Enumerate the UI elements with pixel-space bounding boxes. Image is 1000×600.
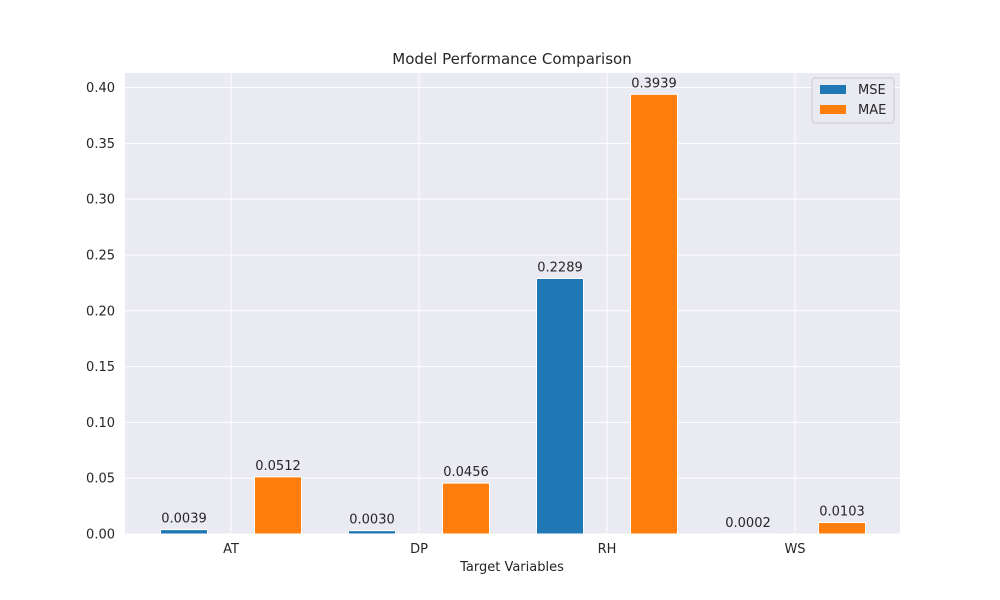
y-tick-label: 0.05 — [86, 472, 115, 487]
legend: MSE MAE — [811, 77, 895, 124]
y-tick-label: 0.00 — [86, 528, 115, 543]
grid-lines — [125, 73, 900, 535]
plot-background — [125, 73, 900, 534]
y-tick-label: 0.40 — [86, 81, 115, 96]
y-tick-label: 0.25 — [86, 248, 115, 263]
data-label-mse-rh: 0.2289 — [537, 260, 583, 275]
x-axis-ticks: AT DP RH WS — [223, 542, 805, 557]
data-label-mae-rh: 0.3939 — [631, 76, 677, 91]
data-label-mse-dp: 0.0030 — [349, 513, 395, 528]
bars — [160, 93, 866, 535]
x-axis-label: Target Variables — [459, 560, 564, 575]
y-tick-label: 0.15 — [86, 360, 115, 375]
y-tick-label: 0.30 — [86, 193, 115, 208]
data-label-mse-at: 0.0039 — [161, 512, 207, 527]
y-tick-label: 0.20 — [86, 304, 115, 319]
bar-mse-rh — [536, 277, 584, 535]
bar-mae-rh — [630, 93, 678, 535]
bar-mae-dp — [442, 482, 490, 535]
legend-label-mse: MSE — [858, 83, 886, 98]
bar-mse-dp — [348, 530, 396, 535]
data-label-mae-ws: 0.0103 — [819, 505, 865, 520]
data-label-mse-ws: 0.0002 — [725, 516, 771, 531]
x-tick-label: RH — [598, 542, 617, 557]
y-tick-label: 0.35 — [86, 137, 115, 152]
bar-mae-at — [254, 476, 302, 535]
y-tick-label: 0.10 — [86, 416, 115, 431]
legend-swatch-mse — [820, 85, 846, 94]
x-tick-label: WS — [784, 542, 805, 557]
data-label-mae-at: 0.0512 — [255, 459, 301, 474]
x-tick-label: AT — [223, 542, 239, 557]
bar-mse-at — [160, 529, 208, 535]
chart-title: Model Performance Comparison — [392, 50, 631, 68]
legend-label-mae: MAE — [858, 103, 886, 118]
legend-swatch-mae — [820, 105, 846, 114]
y-axis-ticks: 0.00 0.05 0.10 0.15 0.20 0.25 0.30 0.35 0.40 — [86, 81, 115, 542]
bar-mae-ws — [818, 522, 866, 535]
data-label-mae-dp: 0.0456 — [443, 465, 489, 480]
x-tick-label: DP — [410, 542, 428, 557]
data-labels: 0.0039 0.0030 0.2289 0.0002 0.0512 0.0456 0.39… — [161, 76, 865, 530]
